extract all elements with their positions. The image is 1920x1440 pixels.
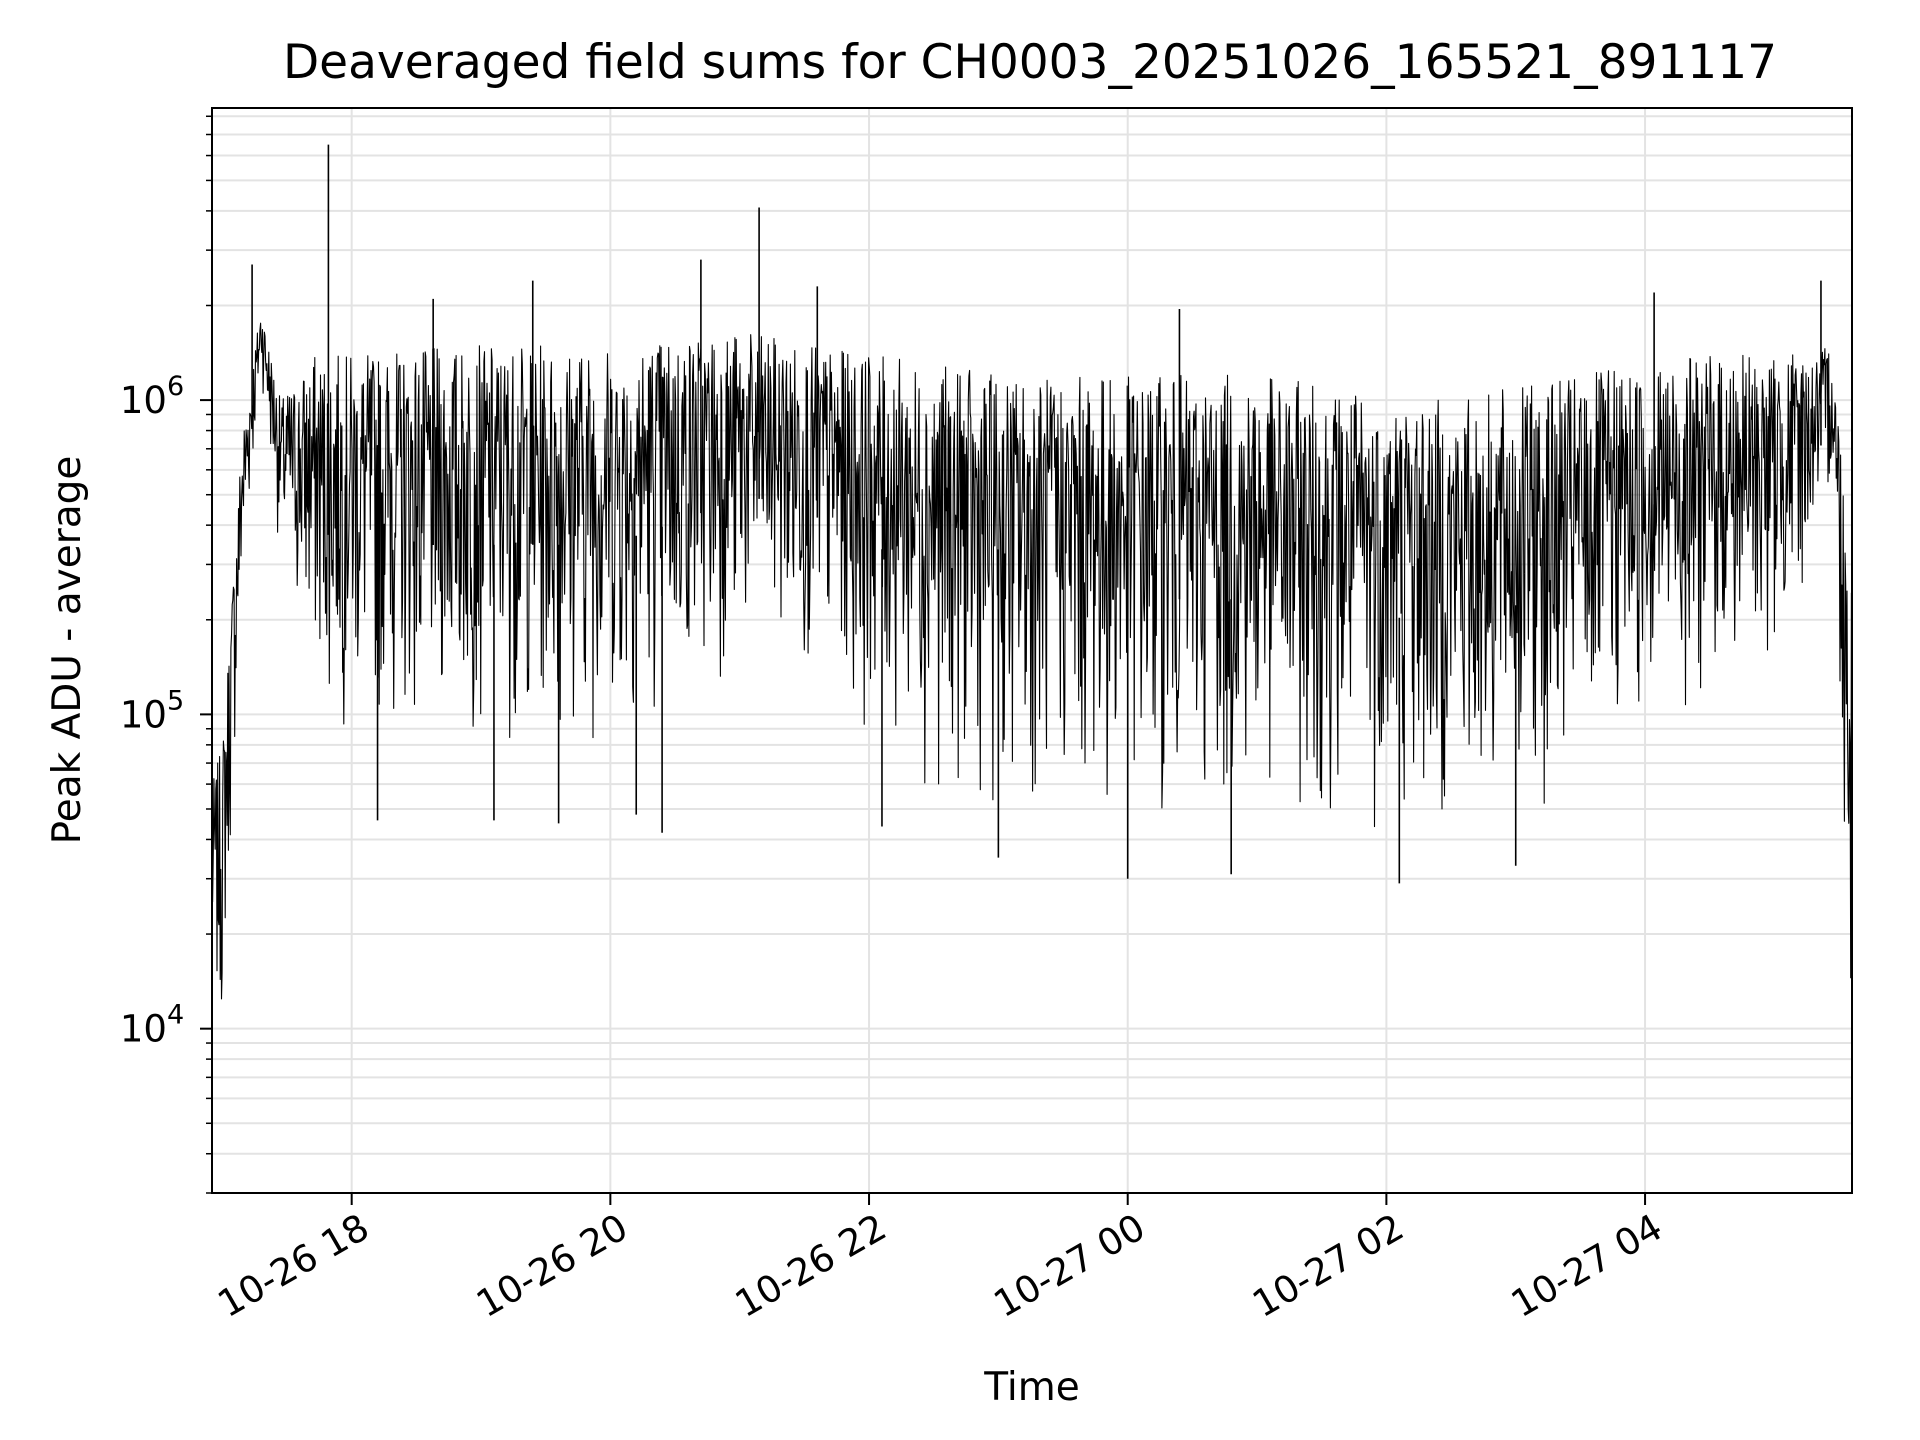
series-layer	[211, 144, 1853, 1000]
y-tick-exponent: 6	[167, 371, 184, 402]
y-tick-label: 105	[120, 685, 184, 736]
y-tick-base: 10	[120, 379, 167, 422]
series-line	[211, 322, 1853, 1000]
chart-title: Deaveraged field sums for CH0003_2025102…	[283, 35, 1777, 90]
y-tick-label: 106	[120, 371, 184, 422]
y-axis-label: Peak ADU - average	[45, 456, 90, 845]
plot-frame	[211, 107, 1853, 1194]
x-axis-label: Time	[983, 1365, 1079, 1410]
y-tick-exponent: 5	[167, 685, 184, 716]
y-tick-base: 10	[120, 1008, 167, 1051]
y-tick-exponent: 4	[167, 1000, 184, 1031]
y-tick-label: 104	[120, 1000, 184, 1051]
y-tick-base: 10	[120, 693, 167, 736]
